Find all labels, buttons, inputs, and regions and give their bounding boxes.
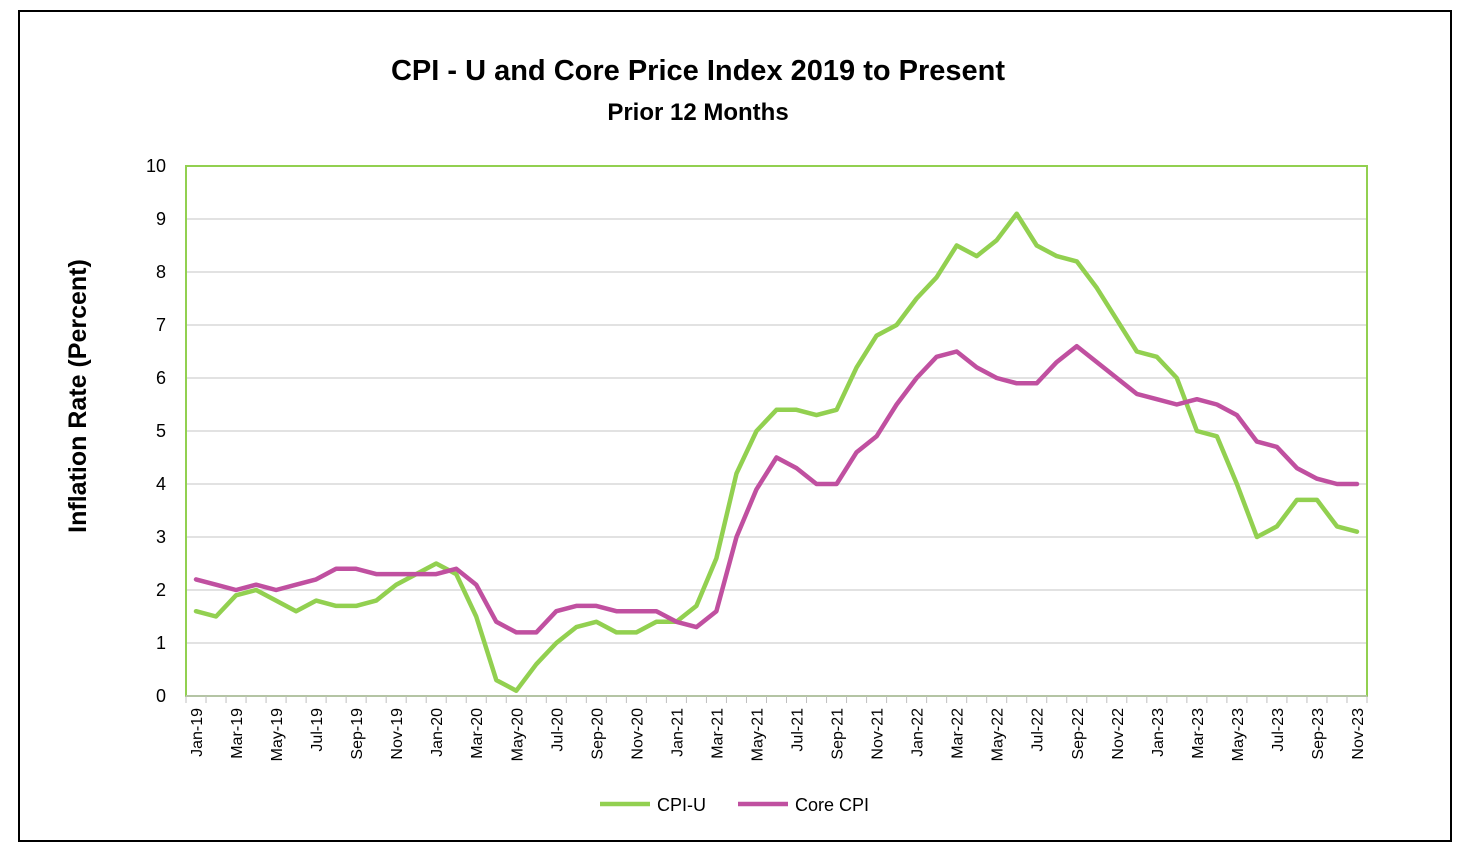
x-tick-label: Jan-21 (669, 708, 686, 757)
x-tick-label: May-23 (1230, 708, 1247, 761)
chart-frame (18, 10, 1452, 842)
y-tick-labels: 0 1 2 3 4 5 6 7 8 9 10 (146, 156, 166, 706)
y-tick-label: 4 (156, 474, 166, 494)
legend-label: CPI-U (657, 795, 706, 815)
x-tick-label: Jan-20 (429, 708, 446, 757)
x-tick-label: May-22 (990, 708, 1007, 761)
x-tick-label: Jul-19 (309, 708, 326, 752)
y-axis-label: Inflation Rate (Percent) (64, 259, 92, 533)
x-tick-label: Jul-21 (790, 708, 807, 752)
x-tick-label: Jan-22 (910, 708, 927, 757)
chart-title: CPI - U and Core Price Index 2019 to Pre… (391, 55, 1005, 87)
y-tick-label: 2 (156, 580, 166, 600)
x-tick-label: Jul-23 (1270, 708, 1287, 752)
x-tick-label: Nov-20 (629, 708, 646, 760)
y-tick-label: 8 (156, 262, 166, 282)
x-tick-label: Jan-19 (189, 708, 206, 757)
y-tick-label: 5 (156, 421, 166, 441)
x-tick-label: Mar-23 (1190, 708, 1207, 759)
chart-subtitle: Prior 12 Months (607, 99, 788, 126)
y-tick-label: 10 (146, 156, 166, 176)
x-tick-label: Nov-21 (870, 708, 887, 760)
x-tick-label: Sep-20 (589, 708, 606, 760)
x-tick-label: Sep-21 (830, 708, 847, 760)
y-tick-label: 0 (156, 686, 166, 706)
x-tick-label: Nov-23 (1350, 708, 1367, 760)
x-tick-label: May-20 (509, 708, 526, 761)
x-tick-label: Nov-22 (1110, 708, 1127, 760)
x-tick-label: Mar-20 (469, 708, 486, 759)
x-tick-label: Sep-22 (1070, 708, 1087, 760)
series-line-core-cpi (193, 343, 1360, 635)
y-tick-label: 9 (156, 209, 166, 229)
y-tick-label: 1 (156, 633, 166, 653)
x-tick-label: Mar-21 (709, 708, 726, 759)
legend: CPI-U Core CPI (600, 795, 869, 815)
gridlines (185, 165, 1368, 703)
x-tick-label: Jan-23 (1150, 708, 1167, 757)
x-tick-label: May-21 (749, 708, 766, 761)
x-tick-label: Jul-22 (1030, 708, 1047, 752)
legend-label: Core CPI (795, 795, 869, 815)
x-tick-label: Sep-19 (349, 708, 366, 760)
series-lines (193, 211, 1360, 693)
x-tick-label: Mar-22 (950, 708, 967, 759)
series-line-cpi-u (193, 211, 1360, 693)
x-tick-label: Sep-23 (1310, 708, 1327, 760)
y-tick-label: 7 (156, 315, 166, 335)
x-tick-label: May-19 (269, 708, 286, 761)
x-tick-label: Mar-19 (229, 708, 246, 759)
x-tick-label: Nov-19 (389, 708, 406, 760)
x-tick-labels: Jan-19 Mar-19 May-19 Jul-19 Sep-19 Nov-19 Jan-… (189, 708, 1367, 761)
y-tick-label: 6 (156, 368, 166, 388)
x-tick-label: Jul-20 (549, 708, 566, 752)
y-tick-label: 3 (156, 527, 166, 547)
